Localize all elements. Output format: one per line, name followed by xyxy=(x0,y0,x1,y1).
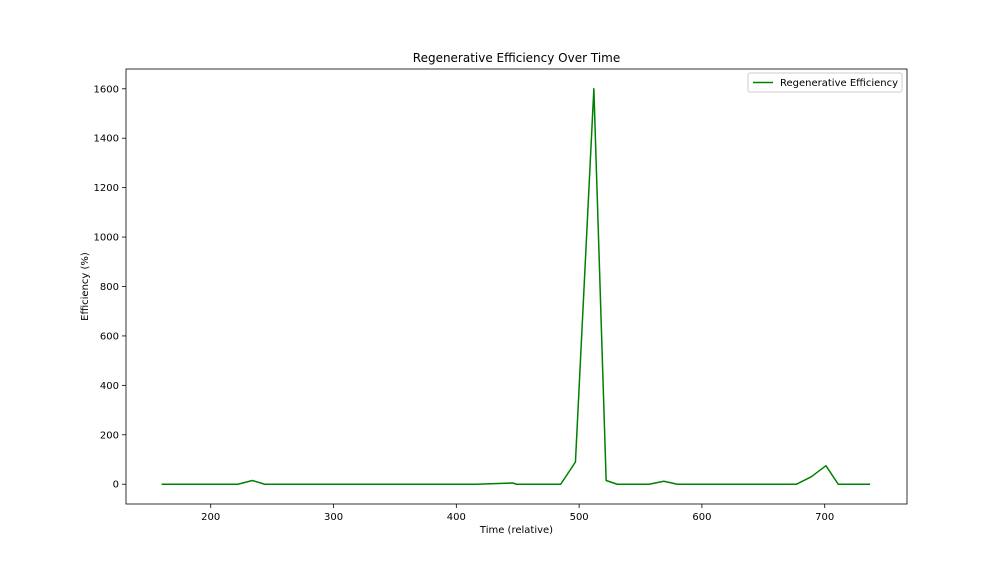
x-tick-label: 300 xyxy=(324,512,343,523)
y-tick-label: 1600 xyxy=(94,84,119,95)
x-tick-label: 400 xyxy=(447,512,466,523)
y-tick-label: 1400 xyxy=(94,134,119,145)
y-tick-label: 600 xyxy=(100,331,119,342)
y-axis-label: Efficiency (%) xyxy=(80,252,91,321)
y-tick-label: 1000 xyxy=(94,233,119,244)
x-axis-label: Time (relative) xyxy=(479,525,553,536)
y-tick-label: 1200 xyxy=(94,183,119,194)
legend-label: Regenerative Efficiency xyxy=(780,78,898,89)
y-tick-label: 200 xyxy=(100,430,119,441)
x-tick-label: 200 xyxy=(201,512,220,523)
x-tick-label: 500 xyxy=(570,512,589,523)
y-tick-label: 400 xyxy=(100,381,119,392)
legend-box xyxy=(747,72,903,93)
x-tick-label: 700 xyxy=(815,512,834,523)
x-tick-label: 600 xyxy=(692,512,711,523)
chart-title: Regenerative Efficiency Over Time xyxy=(413,51,620,65)
y-tick-label: 0 xyxy=(113,480,119,491)
y-tick-label: 800 xyxy=(100,282,119,293)
series-line-0 xyxy=(161,88,871,485)
plot-frame xyxy=(125,68,908,505)
legend: Regenerative Efficiency xyxy=(747,72,903,93)
